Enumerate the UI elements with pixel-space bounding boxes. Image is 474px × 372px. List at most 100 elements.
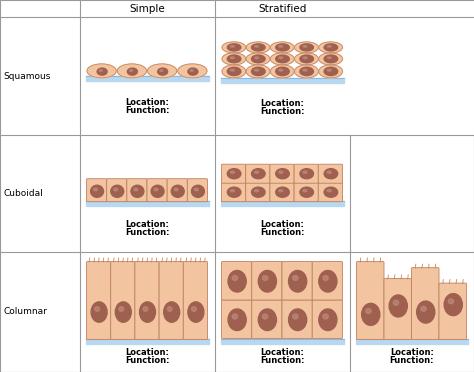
FancyBboxPatch shape: [221, 164, 246, 183]
Ellipse shape: [230, 69, 235, 71]
Ellipse shape: [276, 44, 289, 51]
Ellipse shape: [119, 307, 124, 311]
Text: Location:: Location:: [126, 99, 169, 108]
Ellipse shape: [160, 70, 163, 71]
Bar: [221, 339, 344, 344]
Ellipse shape: [255, 57, 259, 59]
Ellipse shape: [222, 53, 246, 65]
Ellipse shape: [228, 67, 241, 76]
Ellipse shape: [93, 188, 97, 191]
Ellipse shape: [323, 276, 328, 280]
Ellipse shape: [228, 270, 246, 292]
Ellipse shape: [270, 53, 294, 65]
FancyBboxPatch shape: [159, 262, 183, 340]
Ellipse shape: [255, 45, 259, 47]
Ellipse shape: [134, 188, 138, 191]
Ellipse shape: [252, 169, 265, 179]
Ellipse shape: [327, 190, 331, 192]
Text: Function:: Function:: [125, 106, 170, 115]
Ellipse shape: [255, 171, 259, 173]
Text: Columnar: Columnar: [3, 308, 47, 317]
Ellipse shape: [222, 65, 246, 78]
Text: Location:: Location:: [261, 219, 304, 229]
Ellipse shape: [389, 295, 407, 317]
Ellipse shape: [303, 190, 307, 192]
Ellipse shape: [252, 67, 265, 76]
Ellipse shape: [232, 276, 237, 280]
Ellipse shape: [115, 302, 131, 322]
Ellipse shape: [366, 309, 371, 314]
Bar: [221, 201, 344, 206]
Text: Simple: Simple: [129, 3, 165, 13]
Ellipse shape: [91, 185, 103, 198]
Ellipse shape: [300, 67, 313, 76]
FancyBboxPatch shape: [312, 300, 343, 339]
Ellipse shape: [319, 53, 343, 65]
Ellipse shape: [87, 64, 116, 78]
Ellipse shape: [327, 171, 331, 173]
Ellipse shape: [114, 188, 118, 191]
Bar: [221, 78, 344, 83]
FancyBboxPatch shape: [411, 268, 439, 340]
Text: Location:: Location:: [261, 348, 304, 357]
Text: Function:: Function:: [390, 356, 434, 365]
Ellipse shape: [167, 307, 172, 311]
Ellipse shape: [303, 57, 307, 59]
Ellipse shape: [324, 169, 337, 179]
Ellipse shape: [303, 171, 307, 173]
Ellipse shape: [129, 70, 133, 71]
Ellipse shape: [171, 185, 184, 198]
FancyBboxPatch shape: [312, 262, 343, 300]
Ellipse shape: [246, 53, 270, 65]
Ellipse shape: [276, 187, 289, 197]
FancyBboxPatch shape: [246, 183, 270, 202]
FancyBboxPatch shape: [147, 179, 167, 202]
FancyBboxPatch shape: [111, 262, 135, 340]
Bar: [216, 253, 349, 371]
FancyBboxPatch shape: [107, 179, 127, 202]
Ellipse shape: [324, 55, 337, 63]
Ellipse shape: [252, 44, 265, 51]
Ellipse shape: [246, 65, 270, 78]
Ellipse shape: [255, 190, 259, 192]
Text: Function:: Function:: [125, 356, 170, 365]
Ellipse shape: [178, 64, 207, 78]
Bar: [81, 136, 214, 251]
Ellipse shape: [164, 302, 180, 322]
Bar: [86, 76, 209, 81]
Bar: [356, 339, 468, 344]
Ellipse shape: [143, 307, 148, 311]
Bar: [86, 339, 209, 344]
Ellipse shape: [303, 69, 307, 71]
Ellipse shape: [324, 67, 337, 76]
Text: Function:: Function:: [260, 108, 305, 116]
Ellipse shape: [228, 55, 241, 63]
Ellipse shape: [97, 68, 107, 75]
Ellipse shape: [258, 309, 276, 331]
Bar: [86, 201, 209, 206]
FancyBboxPatch shape: [246, 164, 270, 183]
FancyBboxPatch shape: [252, 262, 282, 300]
Ellipse shape: [230, 171, 235, 173]
Ellipse shape: [421, 306, 426, 311]
Bar: [216, 136, 349, 251]
FancyBboxPatch shape: [384, 278, 411, 340]
FancyBboxPatch shape: [183, 262, 208, 340]
Text: Location:: Location:: [261, 99, 304, 109]
Ellipse shape: [191, 185, 204, 198]
Ellipse shape: [158, 68, 168, 75]
Text: Stratified: Stratified: [258, 3, 307, 13]
Ellipse shape: [263, 276, 268, 280]
Ellipse shape: [95, 307, 100, 311]
Ellipse shape: [319, 65, 343, 78]
FancyBboxPatch shape: [319, 164, 343, 183]
Ellipse shape: [289, 270, 307, 292]
FancyBboxPatch shape: [221, 300, 252, 339]
Ellipse shape: [327, 69, 331, 71]
Ellipse shape: [276, 169, 289, 179]
Bar: [216, 18, 349, 134]
Ellipse shape: [246, 42, 270, 53]
Ellipse shape: [117, 64, 146, 78]
Ellipse shape: [292, 276, 298, 280]
Ellipse shape: [295, 65, 319, 78]
